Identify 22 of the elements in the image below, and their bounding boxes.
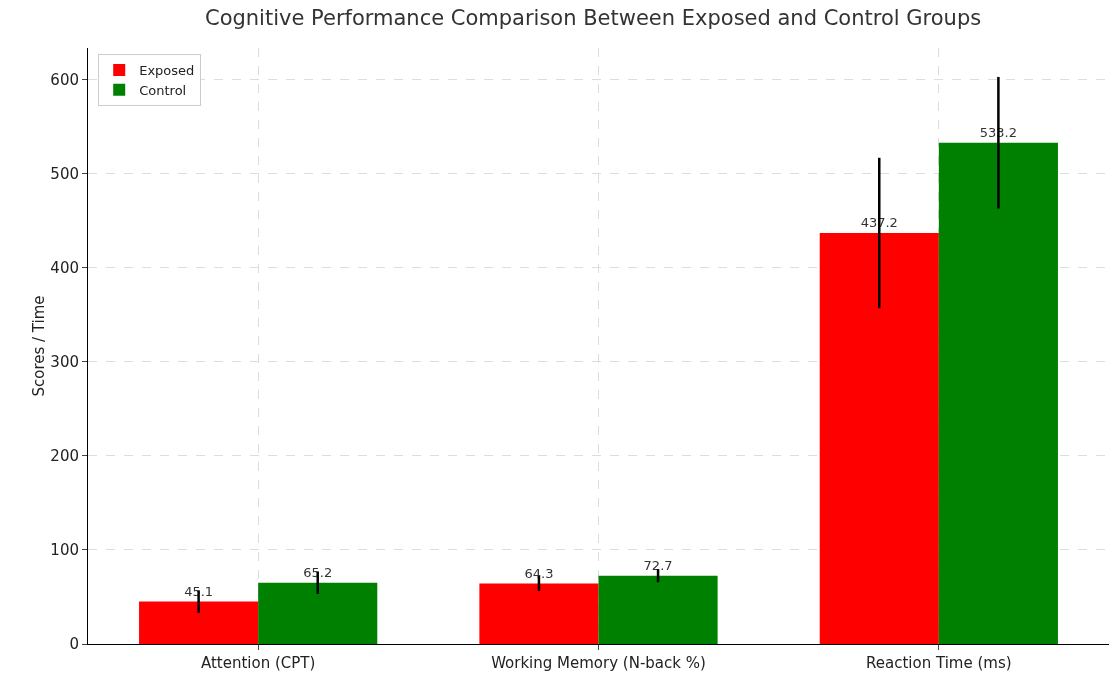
chart-title: Cognitive Performance Comparison Between Exposed and Control Groups [204, 5, 982, 30]
y-tick-label: 400 [50, 259, 79, 278]
bar [258, 582, 378, 644]
legend-label: Control [139, 82, 187, 98]
y-tick-label: 300 [50, 353, 79, 372]
bar [819, 233, 939, 644]
y-tick-label: 500 [50, 165, 79, 184]
x-tick-label: Working Memory (N-back %) [491, 654, 706, 672]
y-tick-label: 0 [69, 635, 79, 654]
y-tick-label: 200 [50, 447, 79, 466]
data-label: 64.3 [524, 565, 554, 581]
bar [598, 575, 718, 644]
bar [139, 601, 259, 644]
data-label: 72.7 [643, 557, 673, 573]
legend-label: Exposed [139, 62, 195, 78]
x-tick-label: Reaction Time (ms) [866, 654, 1012, 672]
y-tick-label: 600 [50, 71, 79, 90]
bar [938, 142, 1058, 644]
y-tick-label: 100 [50, 541, 79, 560]
y-axis-title: Scores / Time [30, 295, 49, 397]
bar [479, 583, 599, 644]
x-tick-label: Attention (CPT) [200, 654, 316, 672]
